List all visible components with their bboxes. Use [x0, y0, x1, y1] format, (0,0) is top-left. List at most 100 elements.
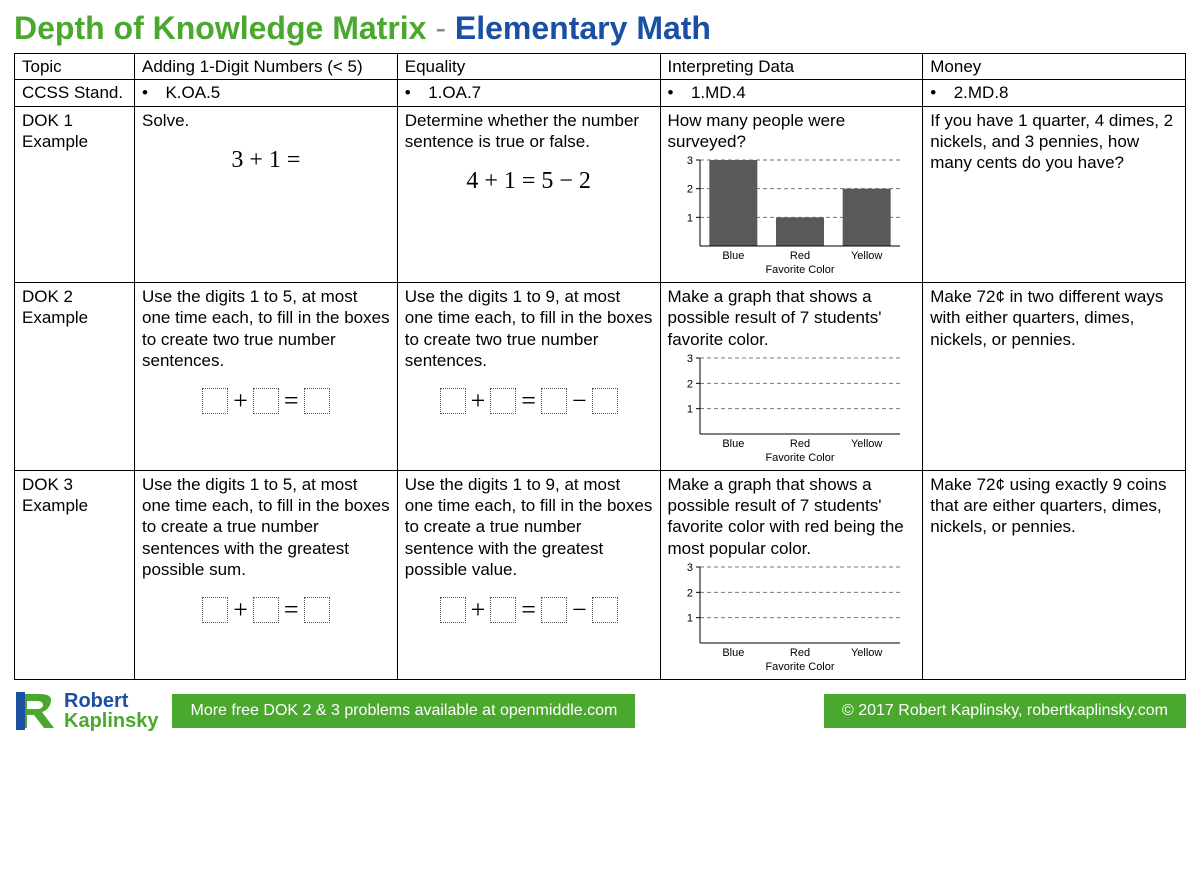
dok-matrix-table: Topic Adding 1-Digit Numbers (< 5) Equal…: [14, 53, 1186, 680]
svg-text:Blue: Blue: [723, 438, 745, 450]
bar-chart: 123BlueRedYellowFavorite Color: [676, 354, 906, 464]
equation-boxes: +=: [142, 592, 390, 626]
cell-dok1-col3: If you have 1 quarter, 4 dimes, 2 nickel…: [923, 106, 1186, 283]
equation-boxes: +=: [142, 383, 390, 417]
cell-dok1-col2: How many people were surveyed?123BlueRed…: [660, 106, 923, 283]
operator: −: [570, 386, 589, 415]
operator: +: [231, 595, 250, 624]
operator: +: [469, 595, 488, 624]
blank-box: [304, 388, 330, 414]
logo-icon: [14, 690, 56, 732]
title-subject: Elementary Math: [455, 10, 711, 46]
footer-pill-right: © 2017 Robert Kaplinsky, robertkaplinsky…: [824, 694, 1186, 728]
operator: =: [519, 595, 538, 624]
svg-text:3: 3: [687, 354, 693, 365]
problem-text: Make a graph that shows a possible resul…: [668, 286, 916, 350]
blank-box: [253, 597, 279, 623]
bar-red: [776, 217, 824, 246]
svg-text:3: 3: [687, 156, 693, 167]
svg-text:2: 2: [687, 587, 693, 599]
topic-col-2: Interpreting Data: [660, 54, 923, 80]
row-topic: Topic Adding 1-Digit Numbers (< 5) Equal…: [15, 54, 1186, 80]
operator: =: [282, 386, 301, 415]
svg-text:Yellow: Yellow: [851, 647, 882, 659]
rowlabel-dok1: DOK 1 Example: [15, 106, 135, 283]
operator: +: [469, 386, 488, 415]
rowlabel-topic: Topic: [15, 54, 135, 80]
svg-text:Yellow: Yellow: [851, 250, 882, 262]
row-dok3: DOK 3 Example Use the digits 1 to 5, at …: [15, 470, 1186, 679]
blank-box: [592, 388, 618, 414]
cell-dok3-col1: Use the digits 1 to 9, at most one time …: [397, 470, 660, 679]
problem-text: Make 72¢ in two different ways with eith…: [930, 286, 1178, 350]
cell-dok1-col1: Determine whether the number sentence is…: [397, 106, 660, 283]
blank-box: [490, 388, 516, 414]
equation-boxes: + = −: [405, 383, 653, 417]
svg-text:Blue: Blue: [723, 250, 745, 262]
svg-text:1: 1: [687, 403, 693, 415]
cell-dok3-col3: Make 72¢ using exactly 9 coins that are …: [923, 470, 1186, 679]
ccss-value: 1.OA.7: [428, 83, 481, 102]
ccss-value: 2.MD.8: [954, 83, 1009, 102]
operator: =: [519, 386, 538, 415]
svg-text:Favorite Color: Favorite Color: [766, 264, 835, 276]
problem-text: If you have 1 quarter, 4 dimes, 2 nickel…: [930, 110, 1178, 174]
svg-text:Red: Red: [790, 438, 810, 450]
chart-wrap: 123BlueRedYellowFavorite Color: [668, 156, 916, 276]
problem-text: Make a graph that shows a possible resul…: [668, 474, 916, 559]
ccss-value: 1.MD.4: [691, 83, 746, 102]
cell-dok2-col0: Use the digits 1 to 5, at most one time …: [135, 283, 398, 471]
row-ccss: CCSS Stand. • K.OA.5 • 1.OA.7 • 1.MD.4 •…: [15, 80, 1186, 106]
logo-block: Robert Kaplinsky: [14, 690, 158, 732]
title-dash: -: [426, 10, 454, 46]
problem-text: Solve.: [142, 110, 390, 131]
blank-box: [202, 388, 228, 414]
blank-box: [440, 388, 466, 414]
logo-last-name: Kaplinsky: [64, 711, 158, 731]
blank-box: [253, 388, 279, 414]
rowlabel-dok3: DOK 3 Example: [15, 470, 135, 679]
blank-box: [440, 597, 466, 623]
ccss-col-0: • K.OA.5: [135, 80, 398, 106]
problem-text: How many people were surveyed?: [668, 110, 916, 153]
math-expression: 3 + 1 =: [142, 145, 390, 175]
page-title: Depth of Knowledge Matrix - Elementary M…: [14, 10, 1186, 47]
cell-dok1-col0: Solve. 3 + 1 =: [135, 106, 398, 283]
blank-box: [541, 597, 567, 623]
svg-text:2: 2: [687, 184, 693, 196]
blank-box: [592, 597, 618, 623]
ccss-col-1: • 1.OA.7: [397, 80, 660, 106]
problem-text: Use the digits 1 to 9, at most one time …: [405, 286, 653, 371]
svg-text:Favorite Color: Favorite Color: [766, 452, 835, 464]
footer: Robert Kaplinsky More free DOK 2 & 3 pro…: [14, 690, 1186, 732]
row-dok2: DOK 2 Example Use the digits 1 to 5, at …: [15, 283, 1186, 471]
bar-blue: [710, 160, 758, 246]
svg-text:3: 3: [687, 563, 693, 574]
svg-text:2: 2: [687, 378, 693, 390]
svg-text:Red: Red: [790, 647, 810, 659]
blank-box: [304, 597, 330, 623]
topic-col-1: Equality: [397, 54, 660, 80]
chart-wrap: 123BlueRedYellowFavorite Color: [668, 563, 916, 673]
blank-box: [541, 388, 567, 414]
logo-name: Robert Kaplinsky: [64, 691, 158, 731]
rowlabel-ccss: CCSS Stand.: [15, 80, 135, 106]
ccss-value: K.OA.5: [165, 83, 220, 102]
cell-dok3-col2: Make a graph that shows a possible resul…: [660, 470, 923, 679]
bar-yellow: [843, 189, 891, 246]
blank-box: [490, 597, 516, 623]
problem-text: Use the digits 1 to 9, at most one time …: [405, 474, 653, 580]
operator: −: [570, 595, 589, 624]
problem-text: Use the digits 1 to 5, at most one time …: [142, 474, 390, 580]
title-main: Depth of Knowledge Matrix: [14, 10, 426, 46]
operator: +: [231, 386, 250, 415]
ccss-col-3: • 2.MD.8: [923, 80, 1186, 106]
svg-text:Blue: Blue: [723, 647, 745, 659]
math-expression: 4 + 1 = 5 − 2: [405, 166, 653, 196]
bar-chart: 123BlueRedYellowFavorite Color: [676, 563, 906, 673]
row-dok1: DOK 1 Example Solve. 3 + 1 = Determine wh…: [15, 106, 1186, 283]
svg-text:Favorite Color: Favorite Color: [766, 661, 835, 673]
svg-text:Red: Red: [790, 250, 810, 262]
problem-text: Use the digits 1 to 5, at most one time …: [142, 286, 390, 371]
blank-box: [202, 597, 228, 623]
